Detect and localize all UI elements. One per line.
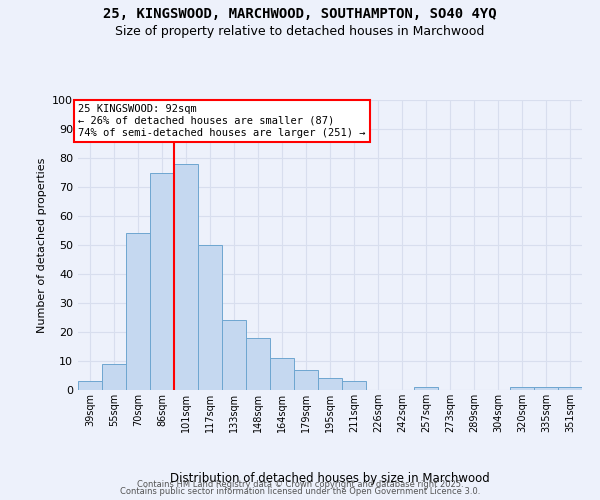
Bar <box>247 338 269 390</box>
Bar <box>535 387 557 390</box>
Bar <box>199 245 221 390</box>
Bar <box>295 370 317 390</box>
Bar <box>511 387 533 390</box>
Text: Distribution of detached houses by size in Marchwood: Distribution of detached houses by size … <box>170 472 490 485</box>
Bar <box>151 172 173 390</box>
Bar <box>415 387 437 390</box>
Text: 25 KINGSWOOD: 92sqm
← 26% of detached houses are smaller (87)
74% of semi-detach: 25 KINGSWOOD: 92sqm ← 26% of detached ho… <box>79 104 366 138</box>
Bar <box>103 364 125 390</box>
Text: Size of property relative to detached houses in Marchwood: Size of property relative to detached ho… <box>115 25 485 38</box>
Bar <box>343 382 365 390</box>
Bar <box>175 164 197 390</box>
Bar <box>271 358 293 390</box>
Y-axis label: Number of detached properties: Number of detached properties <box>37 158 47 332</box>
Bar <box>127 234 149 390</box>
Text: Contains public sector information licensed under the Open Government Licence 3.: Contains public sector information licen… <box>120 488 480 496</box>
Text: 25, KINGSWOOD, MARCHWOOD, SOUTHAMPTON, SO40 4YQ: 25, KINGSWOOD, MARCHWOOD, SOUTHAMPTON, S… <box>103 8 497 22</box>
Bar <box>559 387 581 390</box>
Bar <box>223 320 245 390</box>
Bar <box>319 378 341 390</box>
Bar <box>79 382 101 390</box>
Text: Contains HM Land Registry data © Crown copyright and database right 2025.: Contains HM Land Registry data © Crown c… <box>137 480 463 489</box>
